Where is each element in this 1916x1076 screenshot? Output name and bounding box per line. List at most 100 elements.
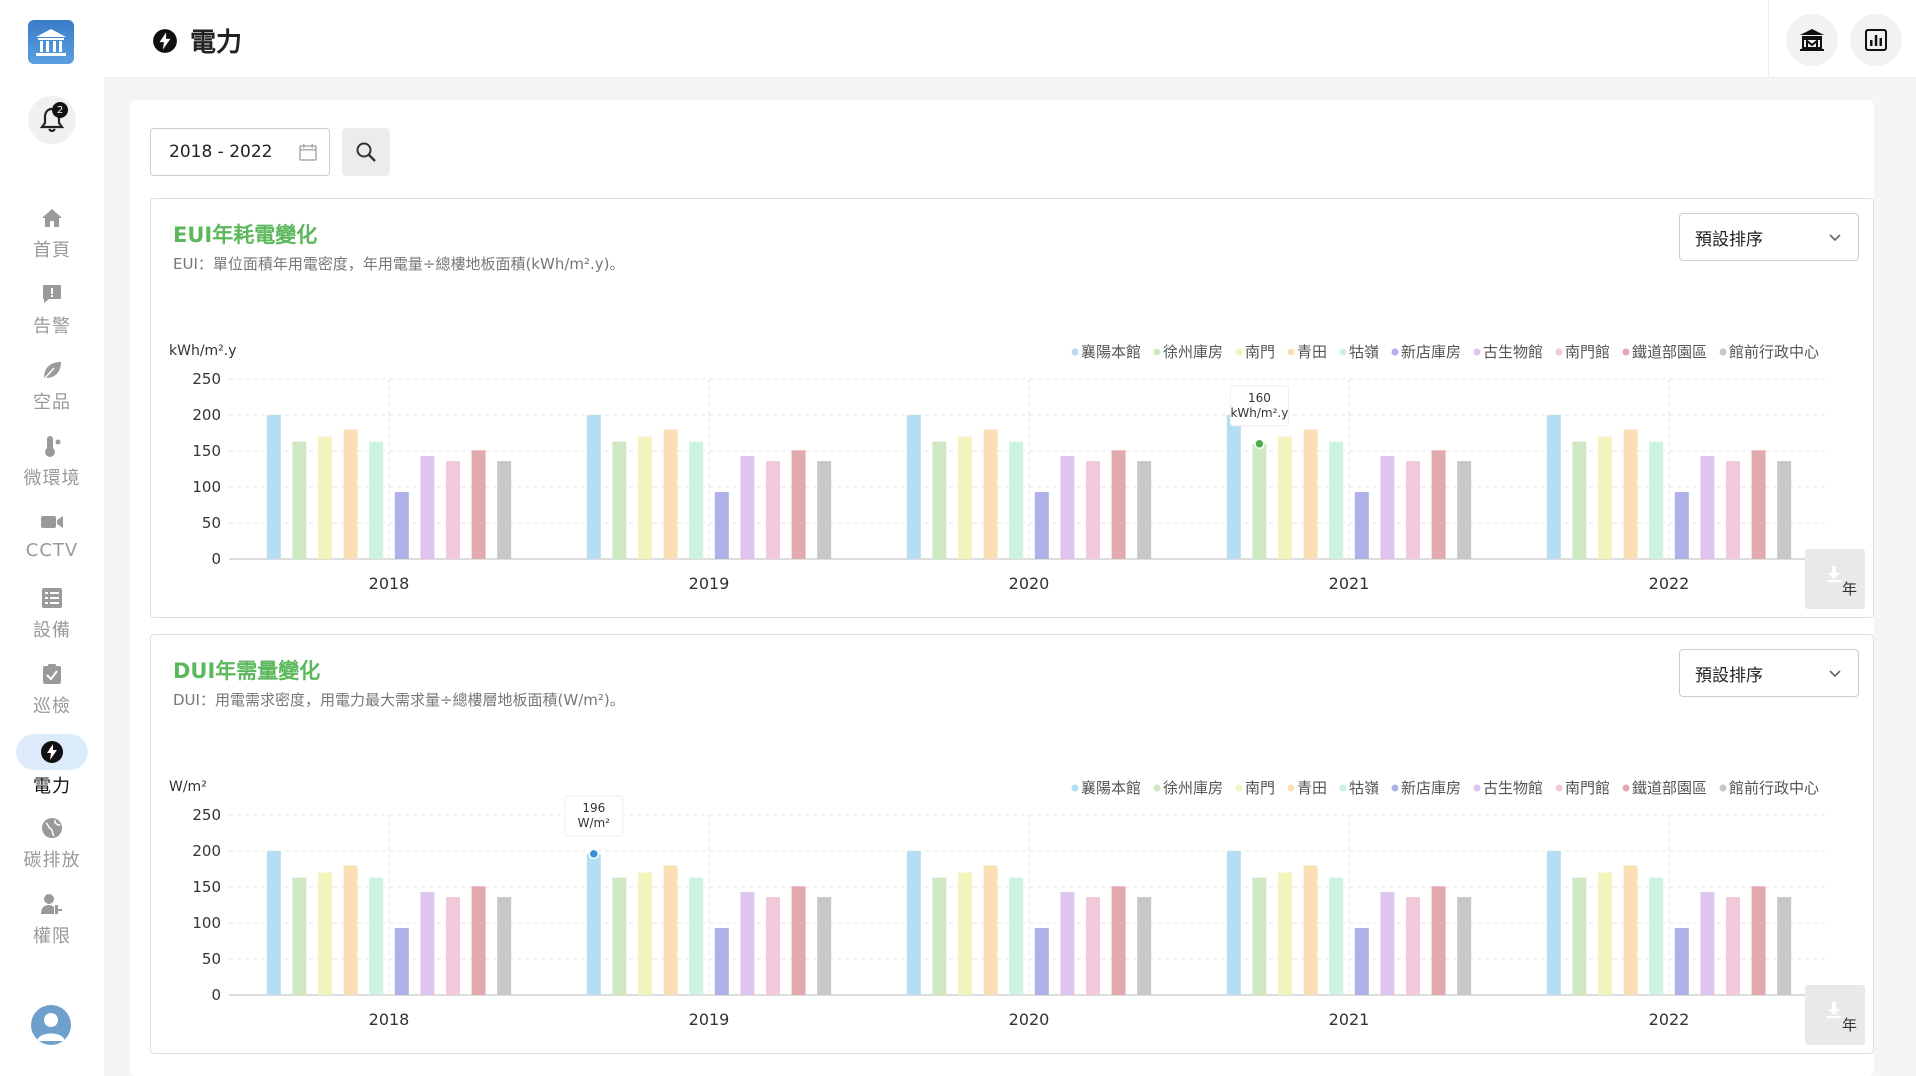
y-tick-label: 200 (192, 406, 221, 424)
sidebar-item-label: 權限 (33, 926, 71, 947)
bar (1252, 877, 1267, 995)
bar (689, 877, 704, 995)
user-avatar[interactable] (31, 1005, 71, 1045)
legend-item: 牯嶺 (1339, 779, 1379, 797)
bar (420, 456, 435, 559)
bar (369, 877, 384, 995)
bar (292, 877, 307, 995)
time-unit-button[interactable]: 年 (1805, 549, 1865, 609)
y-tick-label: 100 (192, 914, 221, 932)
legend-label: 青田 (1297, 779, 1327, 797)
x-tick-label: 2020 (1009, 574, 1050, 593)
sort-order-select[interactable]: 預設排序 (1679, 649, 1859, 697)
tooltip-point (1254, 438, 1265, 450)
bar (1252, 443, 1267, 559)
bar (394, 928, 409, 995)
bar (906, 415, 921, 559)
bar (343, 429, 358, 559)
legend-item: 館前行政中心 (1719, 343, 1819, 361)
sidebar-item-power[interactable]: 電力 (16, 734, 88, 798)
bar (958, 872, 972, 995)
dui-chart-panel: DUI年需量變化 DUI：用電需求密度，用電力最大需求量÷總樓層地板面積(W/m… (150, 634, 1874, 1054)
y-tick-label: 150 (192, 442, 221, 460)
user-icon (37, 1013, 65, 1041)
sidebar-item-inspection[interactable]: 巡檢 (16, 662, 88, 726)
bar (612, 441, 627, 559)
eui-chart-panel: EUI年耗電變化 EUI：單位面積年用電密度，年用電量÷總樓地板面積(kWh/m… (150, 198, 1874, 618)
sidebar-item-micro-environment[interactable]: 微環境 (16, 434, 88, 498)
date-range-picker[interactable]: 2018 - 2022 (150, 128, 330, 176)
bar (1111, 450, 1126, 559)
page-title: 電力 (152, 22, 242, 59)
sidebar-item-carbon[interactable]: 碳排放 (16, 816, 88, 880)
eui-bar-chart: kWh/m².y 襄陽本館 徐州庫房 南門 青田 牯嶺 新店庫房 古生物館 南門館 鐵道部園區 館前… (169, 343, 1829, 593)
page-title-text: 電力 (190, 28, 243, 58)
legend-item: 徐州庫房 (1153, 343, 1223, 361)
legend-label: 襄陽本館 (1081, 343, 1141, 361)
legend-swatch (1719, 784, 1727, 792)
sidebar-item-label: 告警 (33, 316, 71, 337)
search-button[interactable] (342, 128, 390, 176)
y-tick-label: 200 (192, 842, 221, 860)
legend-swatch (1391, 348, 1399, 356)
bar (1278, 872, 1292, 995)
report-chart-button[interactable] (1850, 14, 1902, 66)
bar (1777, 461, 1792, 559)
bar (1546, 415, 1561, 559)
bar (1303, 865, 1318, 995)
x-tick-label: 2019 (689, 574, 730, 593)
sidebar-item-equipment[interactable]: 設備 (16, 586, 88, 650)
search-icon (356, 142, 376, 162)
bar (1700, 456, 1715, 559)
legend-swatch (1339, 784, 1347, 792)
sidebar-item-alert[interactable]: 告警 (16, 282, 88, 346)
bar (983, 429, 998, 559)
bar (1674, 928, 1689, 995)
sort-order-select[interactable]: 預設排序 (1679, 213, 1859, 261)
top-header: 電力 (104, 0, 1916, 78)
sidebar-item-home[interactable]: 首頁 (16, 206, 88, 270)
legend-swatch (1235, 784, 1243, 792)
time-unit-button[interactable]: 年 (1805, 985, 1865, 1045)
lightning-icon (41, 741, 63, 763)
alert-icon (40, 282, 64, 306)
panel-subtitle: DUI：用電需求密度，用電力最大需求量÷總樓層地板面積(W/m²)。 (173, 691, 625, 709)
bar (1009, 877, 1024, 995)
bar (1700, 892, 1715, 995)
sidebar-item-permissions[interactable]: 權限 (16, 892, 88, 956)
building-select-button[interactable] (1786, 14, 1838, 66)
legend-label: 鐵道部園區 (1632, 779, 1707, 797)
user-key-icon (40, 892, 64, 916)
panel-title: EUI年耗電變化 (173, 223, 318, 247)
legend-label: 青田 (1297, 343, 1327, 361)
legend-swatch (1235, 348, 1243, 356)
bar (446, 461, 460, 559)
bar (740, 456, 755, 559)
legend-item: 新店庫房 (1391, 343, 1461, 361)
logo-icon[interactable] (28, 20, 74, 64)
bar (586, 415, 601, 559)
bar (1572, 877, 1587, 995)
bar (932, 441, 947, 559)
legend-label: 南門 (1245, 343, 1275, 361)
checklist-icon (40, 662, 64, 686)
bar (471, 450, 486, 559)
bar (266, 851, 281, 995)
bar (663, 429, 678, 559)
x-tick-label: 2022 (1649, 1010, 1690, 1029)
sidebar-item-air-quality[interactable]: 空品 (16, 358, 88, 422)
notification-bell-button[interactable]: 2 (28, 96, 76, 144)
sidebar-item-cctv[interactable]: CCTV (16, 510, 88, 574)
bar (1649, 441, 1664, 559)
thermometer-icon (40, 434, 64, 458)
bar (586, 853, 601, 995)
time-unit-label: 年 (1841, 1016, 1857, 1034)
bar (1034, 928, 1049, 995)
sidebar-item-label: 碳排放 (23, 850, 81, 871)
tooltip-point (588, 848, 600, 860)
bar (766, 461, 780, 559)
bar (369, 441, 384, 559)
legend-label: 新店庫房 (1401, 779, 1461, 797)
date-range-value: 2018 - 2022 (169, 142, 273, 162)
legend-label: 館前行政中心 (1729, 779, 1819, 797)
